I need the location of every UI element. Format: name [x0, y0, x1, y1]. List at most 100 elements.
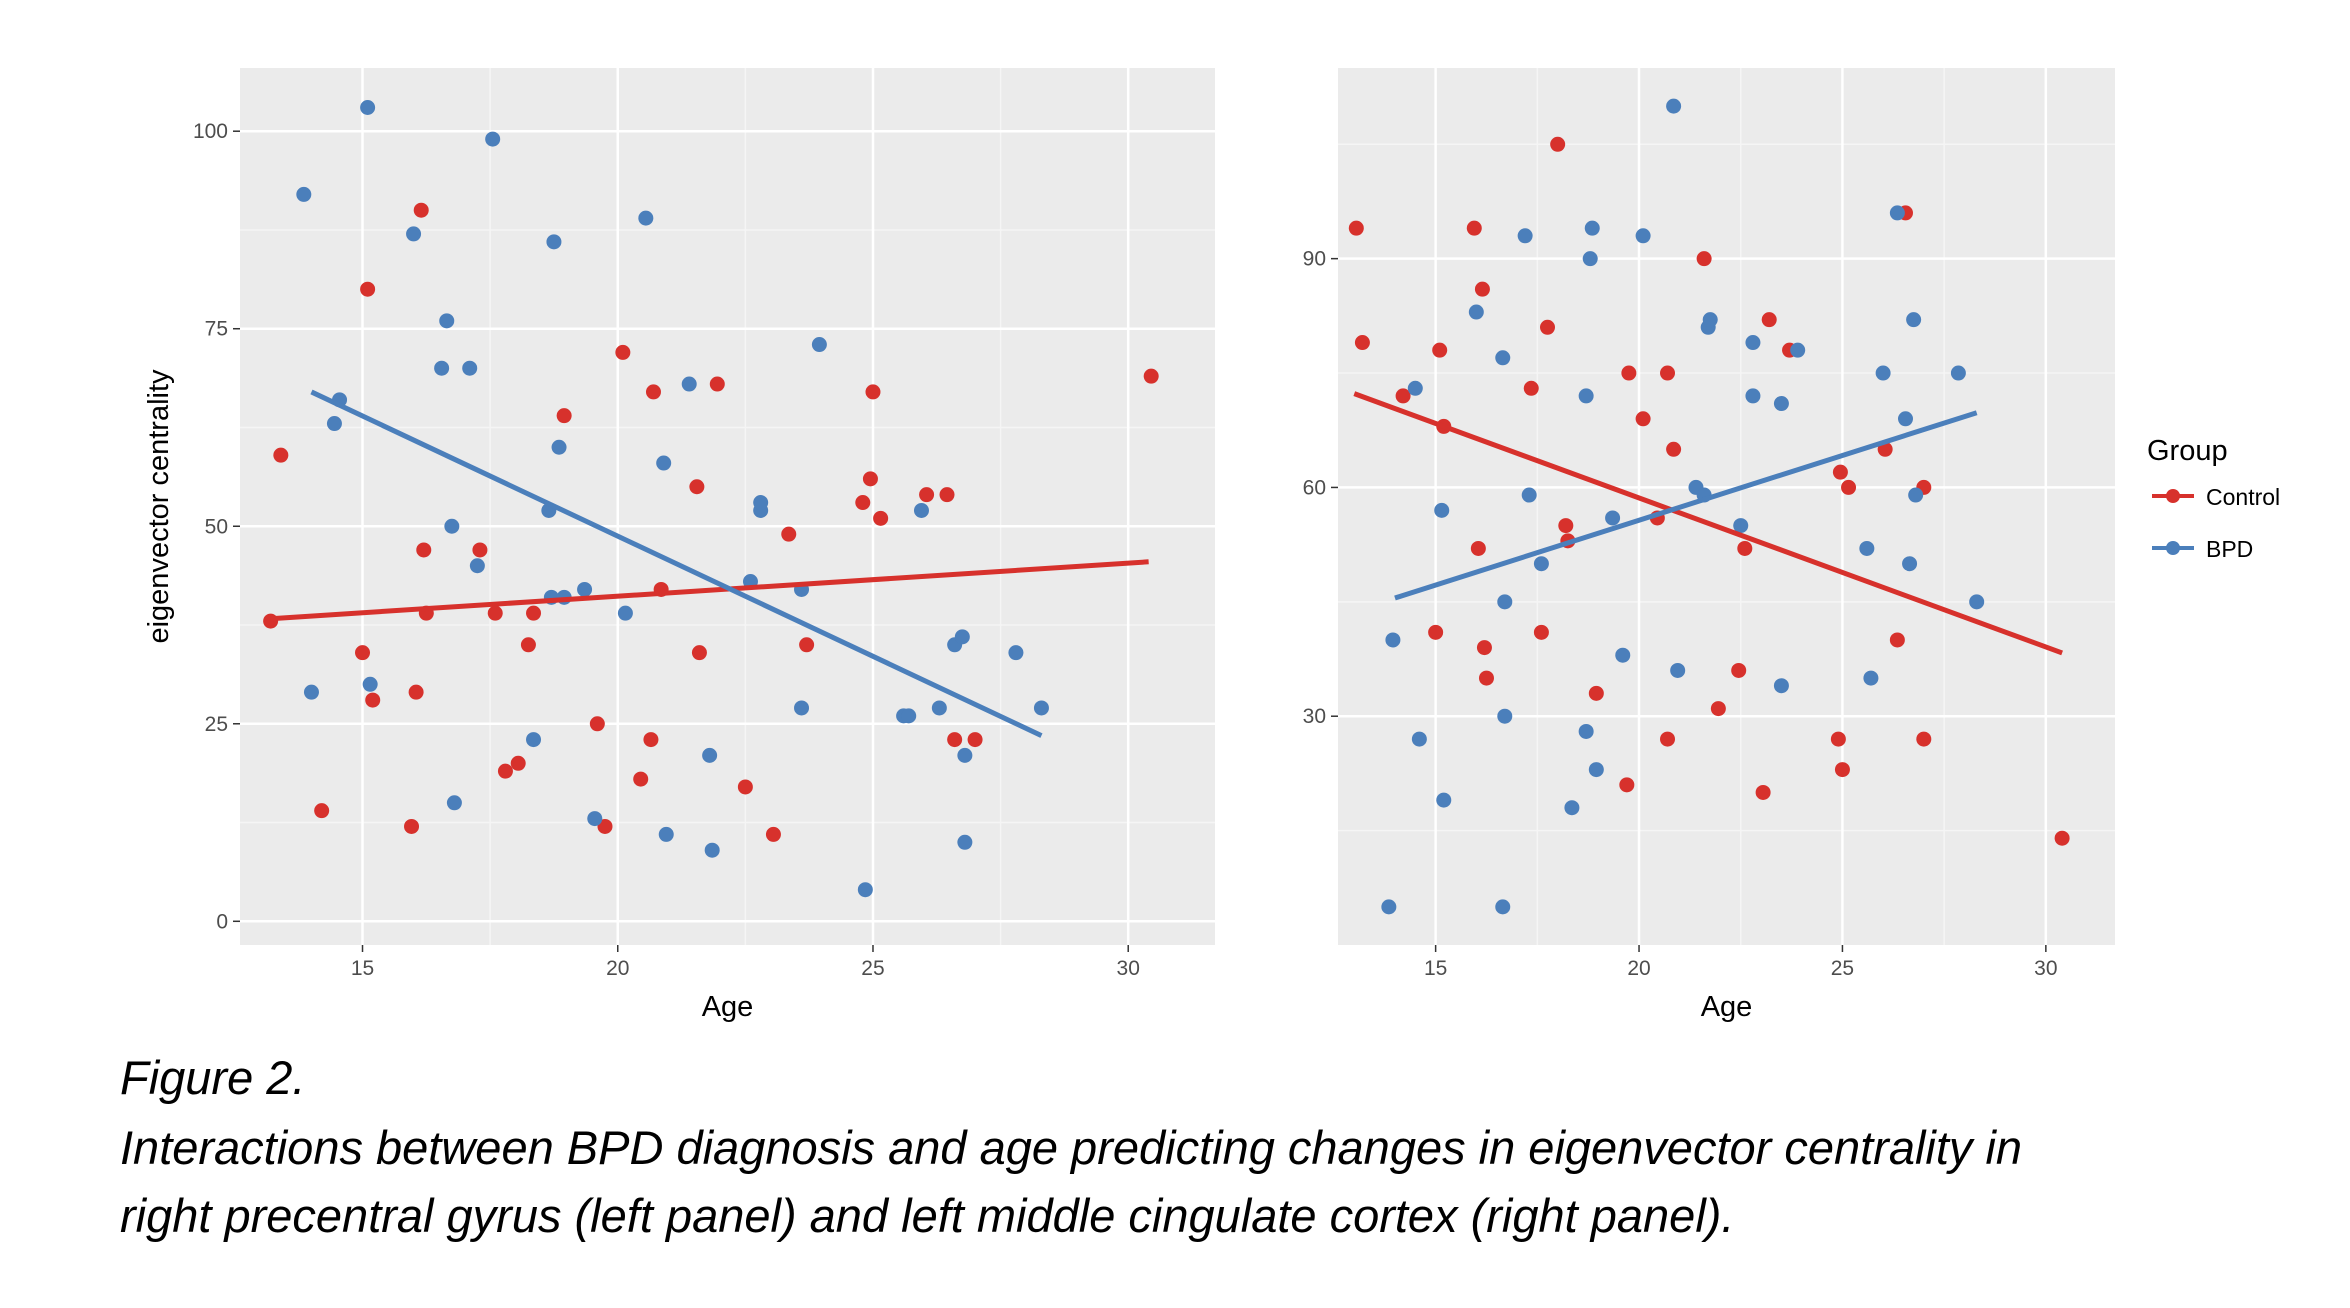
left-point-control	[355, 645, 371, 661]
right-y-tick-label: 90	[1303, 248, 1326, 271]
left-point-bpd	[546, 234, 562, 250]
right-point-bpd	[1495, 350, 1511, 366]
right-point-bpd	[1969, 594, 1985, 610]
left-point-bpd	[901, 708, 917, 724]
left-point-bpd	[681, 376, 697, 392]
right-point-control	[1832, 464, 1848, 480]
left-point-bpd	[638, 210, 654, 226]
right-point-bpd	[1521, 487, 1537, 503]
right-point-bpd	[1790, 342, 1806, 358]
right-point-control	[1432, 342, 1448, 358]
right-point-bpd	[1381, 899, 1397, 915]
figure-canvas: 15 20 25 30 0 25 50 75 100 Age eigenvector central…	[143, 68, 2280, 1023]
left-x-tick-label: 30	[1117, 957, 1140, 980]
left-point-bpd	[462, 360, 478, 376]
left-point-bpd	[577, 581, 593, 597]
figure-caption-line-2: right precentral gyrus (left panel) and …	[120, 1189, 1735, 1242]
left-point-bpd	[303, 684, 319, 700]
legend-key-bpd-dot	[2166, 541, 2180, 555]
left-point-control	[597, 818, 613, 834]
right-point-control	[1476, 640, 1492, 656]
left-point-control	[643, 732, 659, 748]
left-point-control	[873, 510, 889, 526]
right-point-bpd	[1950, 365, 1966, 381]
right-point-control	[1619, 777, 1635, 793]
left-point-control	[947, 732, 963, 748]
right-y-tick-label: 60	[1303, 476, 1326, 499]
right-point-control	[2054, 830, 2070, 846]
right-trend-line-control	[1353, 391, 2063, 656]
left-point-control	[1143, 368, 1159, 384]
right-point-bpd	[1517, 228, 1533, 244]
left-y-tick-label: 0	[216, 910, 228, 933]
right-point-bpd	[1605, 510, 1621, 526]
right-point-bpd	[1859, 540, 1875, 556]
left-point-bpd	[587, 811, 603, 827]
left-point-control	[765, 826, 781, 842]
right-point-bpd	[1897, 411, 1913, 427]
legend: Group Control BPD	[2147, 435, 2280, 562]
right-point-control	[1696, 251, 1712, 267]
left-point-bpd	[702, 747, 718, 763]
left-point-bpd	[1008, 645, 1024, 661]
left-point-bpd	[485, 131, 501, 147]
left-point-control	[689, 479, 705, 495]
left-point-bpd	[434, 360, 450, 376]
left-x-tick-label: 20	[606, 957, 629, 980]
right-point-bpd	[1863, 670, 1879, 686]
left-point-control	[263, 613, 279, 629]
right-point-control	[1731, 662, 1747, 678]
right-point-bpd	[1906, 312, 1922, 328]
right-point-control	[1466, 220, 1482, 236]
right-panel: 15 20 25 30 30 60 90 Age	[1303, 68, 2115, 1023]
right-point-bpd	[1773, 396, 1789, 412]
right-point-bpd	[1745, 388, 1761, 404]
left-point-control	[408, 684, 424, 700]
right-point-control	[1470, 540, 1486, 556]
right-point-control	[1348, 220, 1364, 236]
right-point-bpd	[1773, 678, 1789, 694]
right-point-control	[1540, 319, 1556, 335]
right-trend-line-bpd	[1394, 410, 1978, 601]
left-y-tick-label: 25	[205, 713, 228, 736]
right-point-control	[1558, 518, 1574, 534]
left-point-control	[967, 732, 983, 748]
right-point-control	[1755, 784, 1771, 800]
right-point-control	[1478, 670, 1494, 686]
right-point-bpd	[1733, 518, 1749, 534]
left-point-bpd	[446, 795, 462, 811]
right-point-control	[1666, 441, 1682, 457]
right-point-control	[1830, 731, 1846, 747]
right-point-bpd	[1497, 594, 1513, 610]
right-point-control	[1660, 731, 1676, 747]
right-point-bpd	[1875, 365, 1891, 381]
right-point-bpd	[1615, 647, 1631, 663]
right-x-tick-label: 15	[1424, 957, 1447, 980]
legend-label-bpd: BPD	[2206, 536, 2253, 562]
right-point-bpd	[1578, 388, 1594, 404]
right-point-control	[1533, 624, 1549, 640]
right-point-bpd	[1578, 723, 1594, 739]
left-point-bpd	[469, 558, 485, 574]
right-point-control	[1523, 380, 1539, 396]
right-point-bpd	[1584, 220, 1600, 236]
left-point-bpd	[296, 186, 312, 202]
left-x-axis-title: Age	[702, 991, 754, 1023]
left-point-control	[645, 384, 661, 400]
legend-label-control: Control	[2206, 484, 2280, 510]
left-point-control	[314, 803, 330, 819]
right-point-bpd	[1666, 98, 1682, 114]
left-point-bpd	[704, 842, 720, 858]
left-point-bpd	[954, 629, 970, 645]
left-point-control	[365, 692, 381, 708]
legend-title: Group	[2147, 435, 2228, 467]
right-point-control	[1737, 540, 1753, 556]
left-point-control	[691, 645, 707, 661]
left-y-tick-label: 75	[205, 318, 228, 341]
right-point-control	[1395, 388, 1411, 404]
left-point-control	[919, 487, 935, 503]
right-point-control	[1635, 411, 1651, 427]
left-point-bpd	[326, 416, 342, 432]
right-point-bpd	[1407, 380, 1423, 396]
right-point-control	[1841, 479, 1857, 495]
